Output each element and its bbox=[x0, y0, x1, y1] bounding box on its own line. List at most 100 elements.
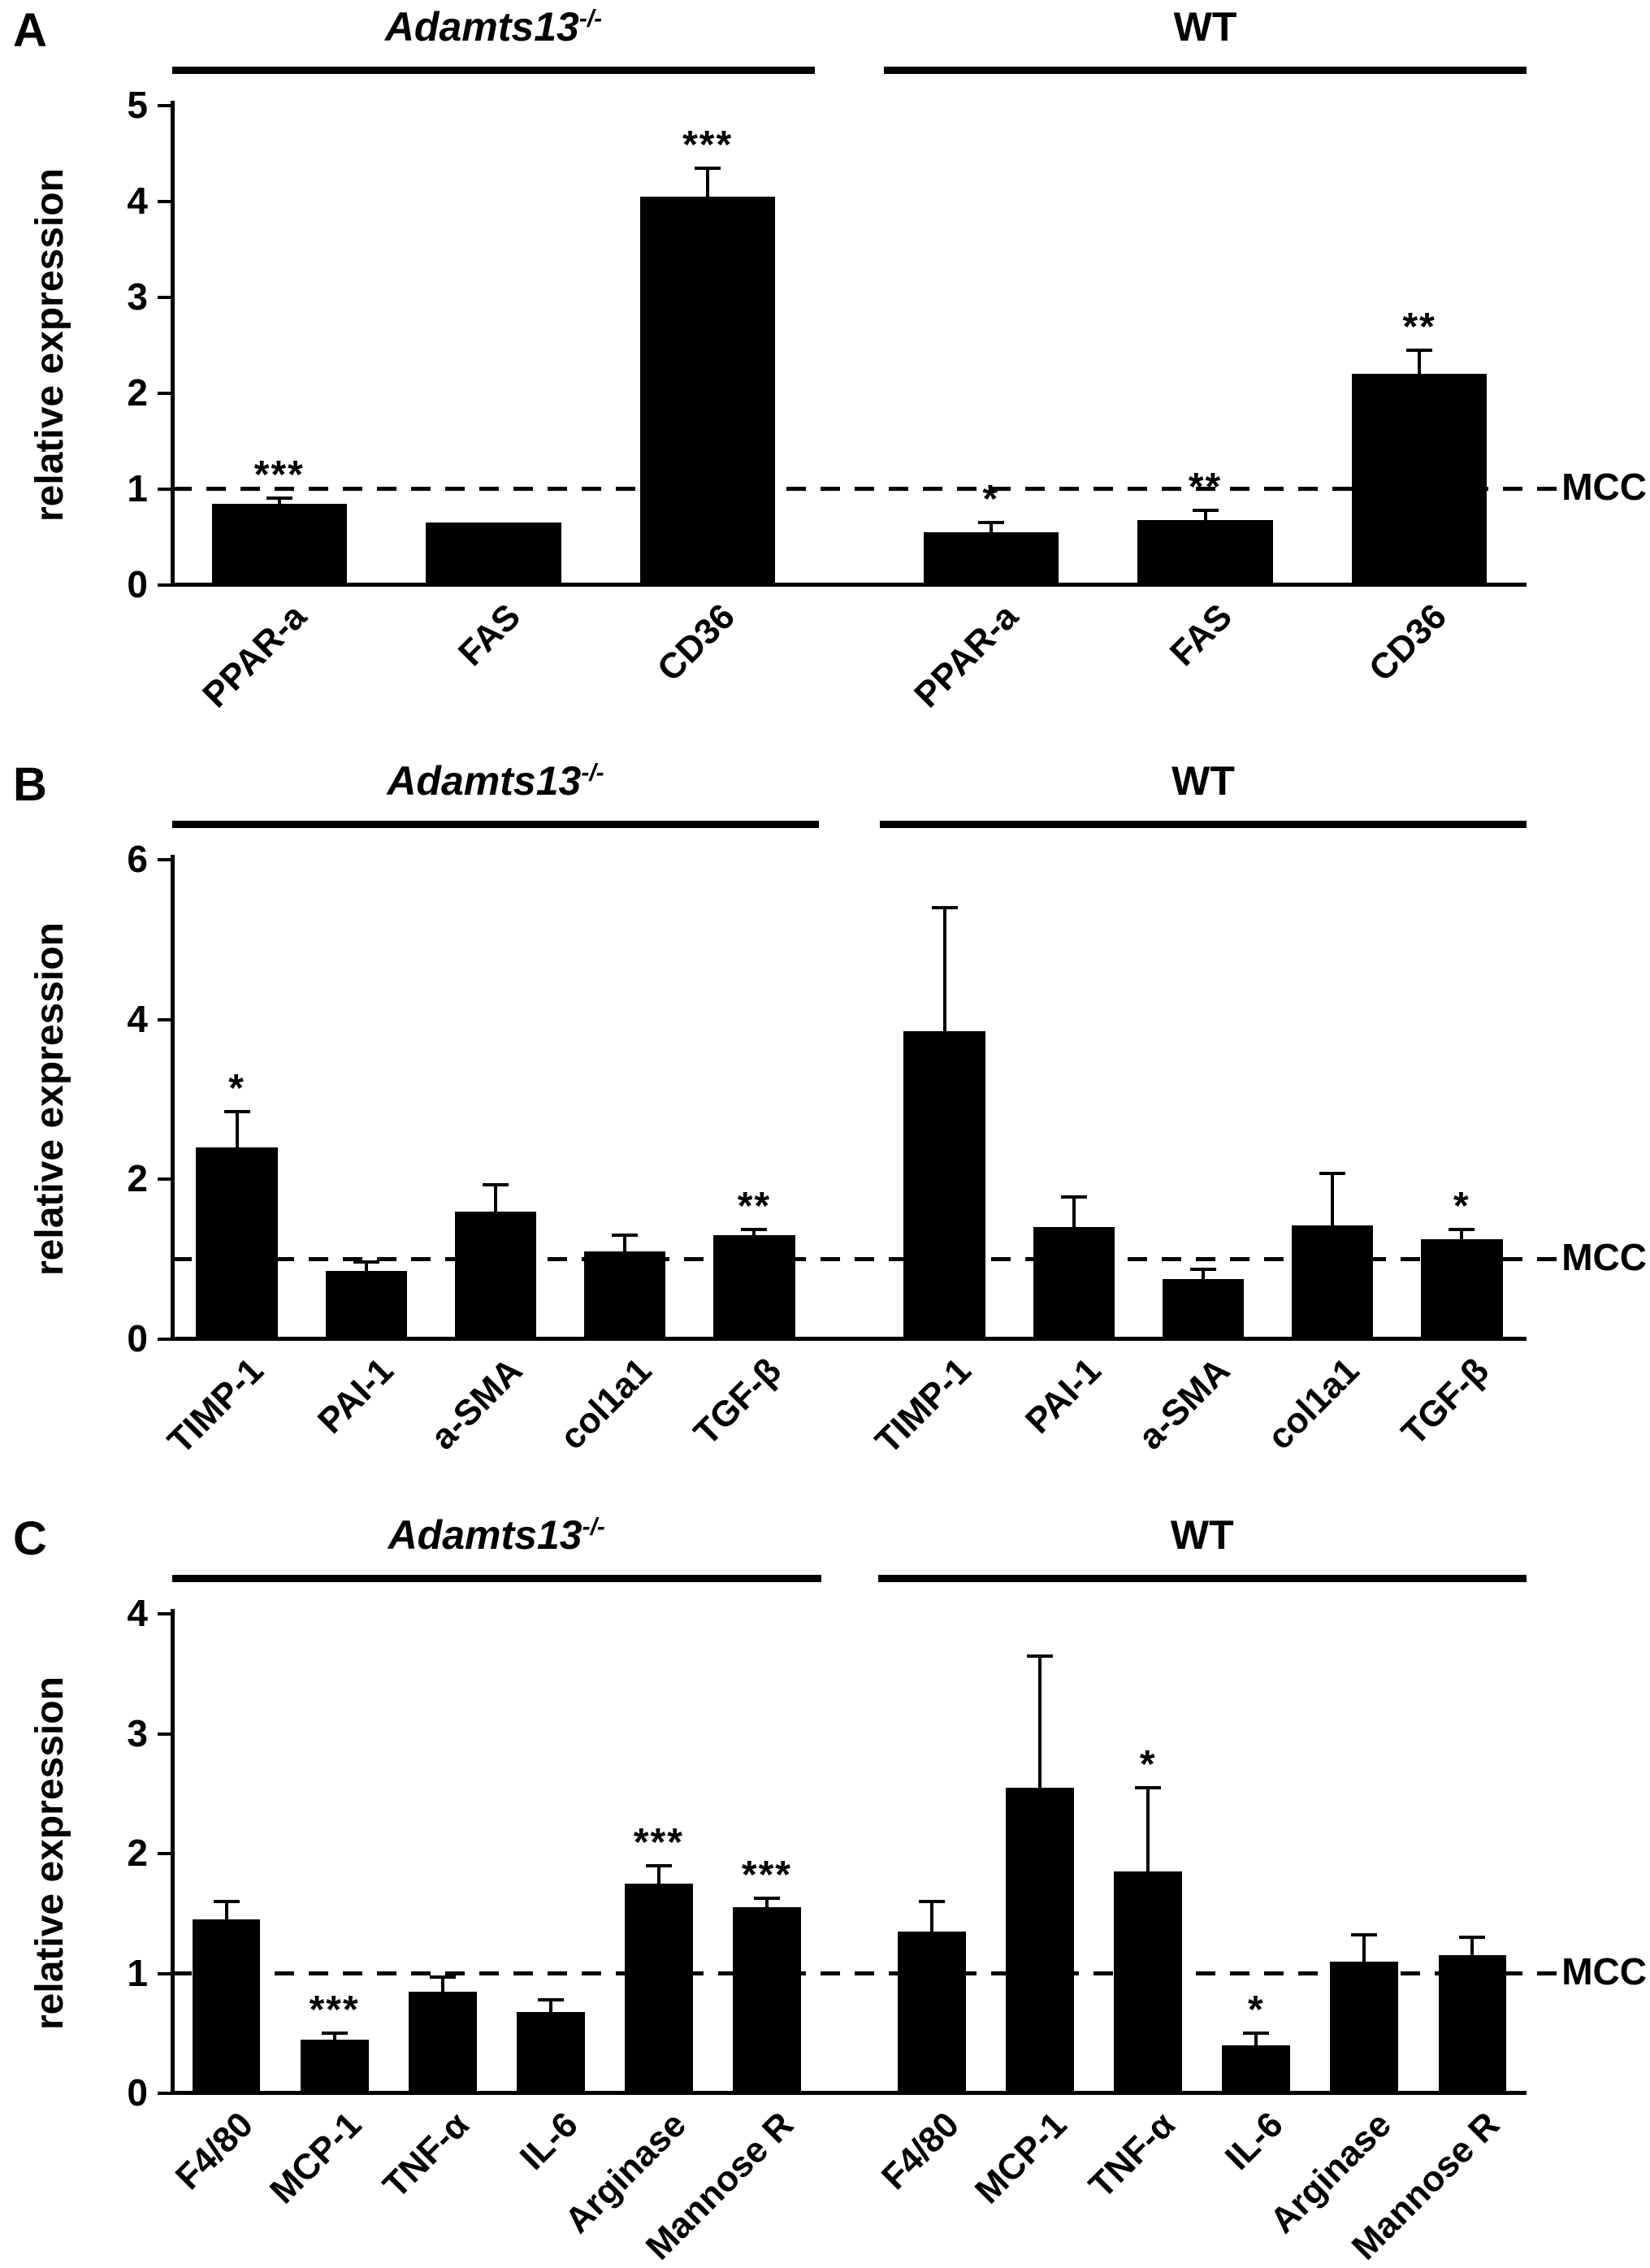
y-tick-label: 4 bbox=[127, 997, 148, 1040]
error-bar-stem bbox=[332, 2033, 336, 2040]
bar bbox=[1114, 1871, 1183, 2093]
panel-C: C relative expression 0 1 2 3 4 Adamts13-/- F4… bbox=[0, 1508, 1650, 2267]
bar bbox=[1033, 1227, 1115, 1339]
x-tick-label: col1a1 bbox=[552, 1350, 660, 1458]
error-bar-cap bbox=[741, 1228, 768, 1232]
significance-label: ** bbox=[1402, 305, 1436, 349]
x-tick-label: CD36 bbox=[1361, 596, 1454, 690]
error-bar-stem bbox=[235, 1111, 239, 1147]
group-label-text: WT bbox=[1171, 758, 1235, 804]
y-tick-label: 1 bbox=[127, 1951, 148, 1994]
significance-label: * bbox=[1453, 1185, 1470, 1229]
error-bar-cap bbox=[1027, 1654, 1054, 1658]
error-bar-stem bbox=[1418, 349, 1422, 375]
error-bar-cap bbox=[1449, 1228, 1475, 1232]
bar bbox=[733, 1907, 801, 2093]
error-bar-stem bbox=[364, 1261, 368, 1272]
x-axis-line bbox=[171, 2091, 1527, 2095]
group-header-line bbox=[172, 67, 815, 74]
bar bbox=[898, 1931, 966, 2093]
error-bar-cap bbox=[483, 1183, 509, 1187]
x-tick-label: TGF-β bbox=[686, 1350, 789, 1454]
error-bar-stem bbox=[1362, 1935, 1366, 1962]
group-header-label: WT bbox=[884, 7, 1527, 47]
y-axis-title: relative expression bbox=[28, 1676, 71, 2031]
bar bbox=[211, 503, 347, 585]
error-bar-stem bbox=[752, 1229, 756, 1236]
bar bbox=[1438, 1955, 1507, 2093]
y-tick-mark bbox=[158, 392, 172, 395]
bar bbox=[1330, 1961, 1399, 2093]
significance-label: *** bbox=[741, 1853, 792, 1897]
y-tick-mark bbox=[158, 858, 172, 861]
x-tick-label: TIMP-1 bbox=[868, 1350, 980, 1462]
panel-letter: C bbox=[13, 1512, 47, 1565]
x-axis-line bbox=[171, 1337, 1527, 1341]
group-label-superscript: -/- bbox=[582, 1513, 605, 1541]
y-tick-mark bbox=[158, 1732, 172, 1736]
error-bar-cap bbox=[266, 496, 292, 500]
error-bar-stem bbox=[277, 497, 281, 504]
error-bar-stem bbox=[1038, 1655, 1042, 1788]
bar bbox=[1292, 1225, 1374, 1339]
x-tick-label: TNF-α bbox=[375, 2104, 478, 2206]
bar bbox=[325, 1271, 407, 1339]
significance-label: *** bbox=[309, 1988, 360, 2032]
reference-line bbox=[172, 487, 1559, 491]
error-bar-cap bbox=[1243, 2032, 1270, 2036]
error-bar-cap bbox=[977, 521, 1004, 525]
error-bar-cap bbox=[753, 1896, 780, 1900]
group-header-line bbox=[884, 67, 1527, 74]
group-label-text: Adamts13 bbox=[388, 1512, 582, 1558]
error-bar-stem bbox=[440, 1976, 444, 1992]
y-axis-title: relative expression bbox=[28, 922, 71, 1277]
y-tick-label: 2 bbox=[127, 1832, 148, 1874]
y-tick-mark bbox=[158, 1338, 172, 1341]
y-tick-label: 2 bbox=[127, 1157, 148, 1200]
error-bar-stem bbox=[1460, 1229, 1464, 1240]
error-bar-cap bbox=[612, 1234, 639, 1238]
reference-line bbox=[172, 1971, 1559, 1975]
error-bar-cap bbox=[429, 1975, 456, 1979]
error-bar-stem bbox=[1202, 1269, 1205, 1280]
group-header-line bbox=[172, 1575, 821, 1582]
error-bar-stem bbox=[1146, 1787, 1150, 1872]
bar bbox=[516, 2011, 585, 2093]
significance-label: ** bbox=[737, 1185, 772, 1229]
error-bar-cap bbox=[1459, 1936, 1486, 1940]
panel-B: B relative expression 0 2 4 6 Adamts13-/- * TI… bbox=[0, 754, 1650, 1508]
error-bar-stem bbox=[989, 523, 993, 533]
significance-label: *** bbox=[633, 1820, 684, 1864]
bar bbox=[1006, 1787, 1075, 2093]
x-tick-label: F4/80 bbox=[873, 2104, 967, 2198]
x-tick-label: col1a1 bbox=[1260, 1350, 1367, 1458]
bar bbox=[923, 532, 1059, 585]
group-label-text: Adamts13 bbox=[387, 758, 582, 804]
y-axis-line bbox=[171, 101, 175, 587]
group-label-text: WT bbox=[1170, 1512, 1234, 1558]
error-bar-cap bbox=[1192, 508, 1219, 512]
y-tick-mark bbox=[158, 296, 172, 299]
error-bar-stem bbox=[623, 1235, 627, 1251]
group-header-label: WT bbox=[878, 1515, 1527, 1555]
x-axis-line bbox=[171, 583, 1527, 587]
panel-letter: A bbox=[13, 4, 47, 57]
y-tick-label: 5 bbox=[127, 84, 148, 126]
significance-label: * bbox=[228, 1066, 245, 1110]
error-bar-stem bbox=[548, 1999, 552, 2012]
group-label-superscript: -/- bbox=[578, 5, 603, 33]
error-bar-cap bbox=[1406, 348, 1433, 352]
group-header-label: Adamts13-/- bbox=[172, 7, 815, 47]
error-bar-cap bbox=[645, 1863, 672, 1867]
error-bar-stem bbox=[942, 908, 946, 1032]
error-bar-cap bbox=[321, 2032, 348, 2036]
y-axis-line bbox=[171, 1609, 175, 2095]
error-bar-stem bbox=[930, 1902, 934, 1932]
error-bar-stem bbox=[706, 167, 710, 197]
y-axis-line bbox=[171, 855, 175, 1341]
x-tick-label: PAI-1 bbox=[1017, 1350, 1109, 1442]
error-bar-stem bbox=[1254, 2033, 1258, 2045]
y-tick-mark bbox=[158, 1852, 172, 1855]
plot-area: 0 1 2 3 4 5 Adamts13-/- *** PPAR-a FAS *** CD36 WT * P… bbox=[127, 7, 1647, 715]
y-tick-label: 4 bbox=[127, 1592, 148, 1634]
